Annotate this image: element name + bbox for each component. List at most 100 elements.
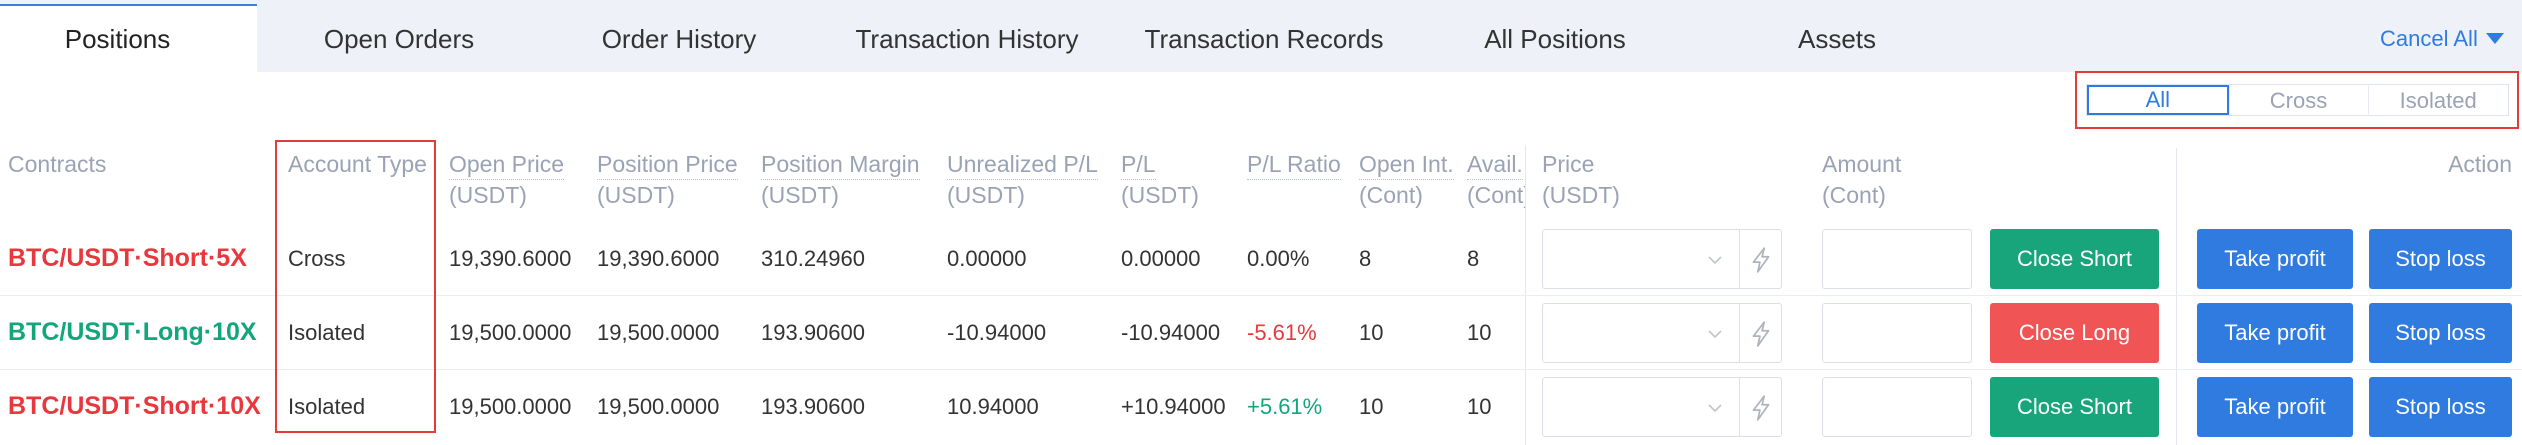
- avail-value: 10: [1467, 320, 1492, 345]
- tab-all-positions[interactable]: All Positions: [1484, 24, 1626, 54]
- account-type-value: Isolated: [288, 394, 366, 419]
- contract-name: BTC/USDT·Long·10X: [8, 318, 257, 346]
- take-profit-button[interactable]: Take profit: [2197, 377, 2353, 437]
- open-int-value: 8: [1359, 246, 1372, 271]
- header-open-int: Open Int. (Cont): [1359, 149, 1454, 211]
- header-action: Action: [2448, 149, 2512, 180]
- header-open-price-unit: (USDT): [449, 182, 527, 208]
- header-amount-label: Amount: [1822, 151, 1902, 177]
- header-position-price-unit: (USDT): [597, 182, 675, 208]
- pl-value: +10.94000: [1121, 394, 1226, 419]
- header-avail-label: Avail.: [1467, 149, 1523, 180]
- chevron-down-icon: [1708, 404, 1722, 413]
- filter-isolated[interactable]: Isolated: [2368, 85, 2508, 115]
- position-margin-value: 193.90600: [761, 394, 865, 419]
- pl-ratio-value: -5.61%: [1247, 320, 1317, 345]
- open-int-value: 10: [1359, 394, 1384, 419]
- amount-input[interactable]: [1822, 377, 1972, 437]
- account-type-value: Isolated: [288, 320, 366, 345]
- cancel-all-button[interactable]: Cancel All: [2380, 0, 2504, 72]
- lightning-icon: [1752, 247, 1770, 273]
- pl-value: -10.94000: [1121, 320, 1221, 345]
- table-row: BTC/USDT·Short·5X Cross 19,390.6000 19,3…: [0, 222, 2522, 296]
- tab-order-history[interactable]: Order History: [601, 24, 757, 54]
- pl-ratio-value: 0.00%: [1247, 246, 1310, 271]
- header-open-price: Open Price (USDT): [449, 149, 565, 211]
- amount-input[interactable]: [1822, 229, 1972, 289]
- account-type-filter: All Cross Isolated: [2086, 84, 2509, 116]
- positions-table: BTC/USDT·Short·5X Cross 19,390.6000 19,3…: [0, 222, 2522, 444]
- header-price-unit: (USDT): [1542, 182, 1620, 208]
- stop-loss-button[interactable]: Stop loss: [2369, 229, 2512, 289]
- pl-ratio-value: +5.61%: [1247, 394, 1323, 419]
- take-profit-button[interactable]: Take profit: [2197, 303, 2353, 363]
- chevron-down-icon: [1708, 330, 1722, 339]
- header-action-label: Action: [2448, 151, 2512, 177]
- flash-price-button[interactable]: [1739, 377, 1782, 437]
- table-row: BTC/USDT·Short·10X Isolated 19,500.0000 …: [0, 370, 2522, 444]
- header-pl-ratio-label: P/L Ratio: [1247, 149, 1341, 180]
- header-position-price: Position Price (USDT): [597, 149, 738, 211]
- header-amount: Amount (Cont): [1822, 149, 1901, 211]
- close-position-button[interactable]: Close Short: [1990, 229, 2159, 289]
- header-avail: Avail. (Cont): [1467, 149, 1525, 211]
- take-profit-button[interactable]: Take profit: [2197, 229, 2353, 289]
- header-pl-ratio: P/L Ratio: [1247, 149, 1341, 180]
- pl-value: 0.00000: [1121, 246, 1201, 271]
- tab-positions[interactable]: Positions: [0, 4, 257, 72]
- table-row: BTC/USDT·Long·10X Isolated 19,500.0000 1…: [0, 296, 2522, 370]
- position-margin-value: 193.90600: [761, 320, 865, 345]
- tab-transaction-history[interactable]: Transaction History: [855, 24, 1079, 54]
- filter-cross[interactable]: Cross: [2228, 85, 2369, 115]
- close-position-button[interactable]: Close Long: [1990, 303, 2159, 363]
- open-int-value: 10: [1359, 320, 1384, 345]
- header-pl-unit: (USDT): [1121, 182, 1199, 208]
- flash-price-button[interactable]: [1739, 303, 1782, 363]
- header-pl-label: P/L: [1121, 149, 1156, 180]
- filter-all[interactable]: All: [2087, 85, 2229, 115]
- header-unrealized-pl-label: Unrealized P/L: [947, 149, 1098, 180]
- header-position-price-label: Position Price: [597, 149, 738, 180]
- stop-loss-button[interactable]: Stop loss: [2369, 377, 2512, 437]
- stop-loss-button[interactable]: Stop loss: [2369, 303, 2512, 363]
- open-price-value: 19,390.6000: [449, 246, 572, 271]
- tab-bar: Positions Open Orders Order History Tran…: [0, 0, 2522, 72]
- flash-price-button[interactable]: [1739, 229, 1782, 289]
- column-divider: [2176, 148, 2177, 445]
- header-pl: P/L (USDT): [1121, 149, 1199, 211]
- lightning-icon: [1752, 321, 1770, 347]
- header-position-margin-unit: (USDT): [761, 182, 839, 208]
- position-margin-value: 310.24960: [761, 246, 865, 271]
- header-amount-unit: (Cont): [1822, 182, 1886, 208]
- header-position-margin: Position Margin (USDT): [761, 149, 920, 211]
- header-position-margin-label: Position Margin: [761, 149, 920, 180]
- header-open-price-label: Open Price: [449, 149, 565, 180]
- tab-assets[interactable]: Assets: [1797, 24, 1877, 54]
- open-price-value: 19,500.0000: [449, 394, 572, 419]
- avail-value: 10: [1467, 394, 1492, 419]
- open-price-value: 19,500.0000: [449, 320, 572, 345]
- unrealized-pl-value: 0.00000: [947, 246, 1027, 271]
- price-select[interactable]: [1542, 229, 1740, 289]
- header-account-type-label: Account Type: [288, 151, 427, 177]
- price-select[interactable]: [1542, 377, 1740, 437]
- avail-value: 8: [1467, 246, 1480, 271]
- header-account-type: Account Type: [288, 149, 427, 180]
- close-position-button[interactable]: Close Short: [1990, 377, 2159, 437]
- tab-open-orders[interactable]: Open Orders: [323, 24, 475, 54]
- price-select[interactable]: [1542, 303, 1740, 363]
- header-avail-unit: (Cont): [1467, 182, 1525, 208]
- contract-name: BTC/USDT·Short·5X: [8, 244, 247, 272]
- header-open-int-label: Open Int.: [1359, 149, 1454, 180]
- caret-down-icon: [2485, 32, 2504, 44]
- amount-input[interactable]: [1822, 303, 1972, 363]
- header-open-int-unit: (Cont): [1359, 182, 1423, 208]
- header-contracts-label: Contracts: [8, 151, 107, 177]
- tab-transaction-records[interactable]: Transaction Records: [1144, 24, 1384, 54]
- header-unrealized-pl: Unrealized P/L (USDT): [947, 149, 1098, 211]
- contract-name: BTC/USDT·Short·10X: [8, 392, 261, 420]
- header-price: Price (USDT): [1542, 149, 1620, 211]
- position-price-value: 19,390.6000: [597, 246, 720, 271]
- chevron-down-icon: [1708, 256, 1722, 265]
- lightning-icon: [1752, 395, 1770, 421]
